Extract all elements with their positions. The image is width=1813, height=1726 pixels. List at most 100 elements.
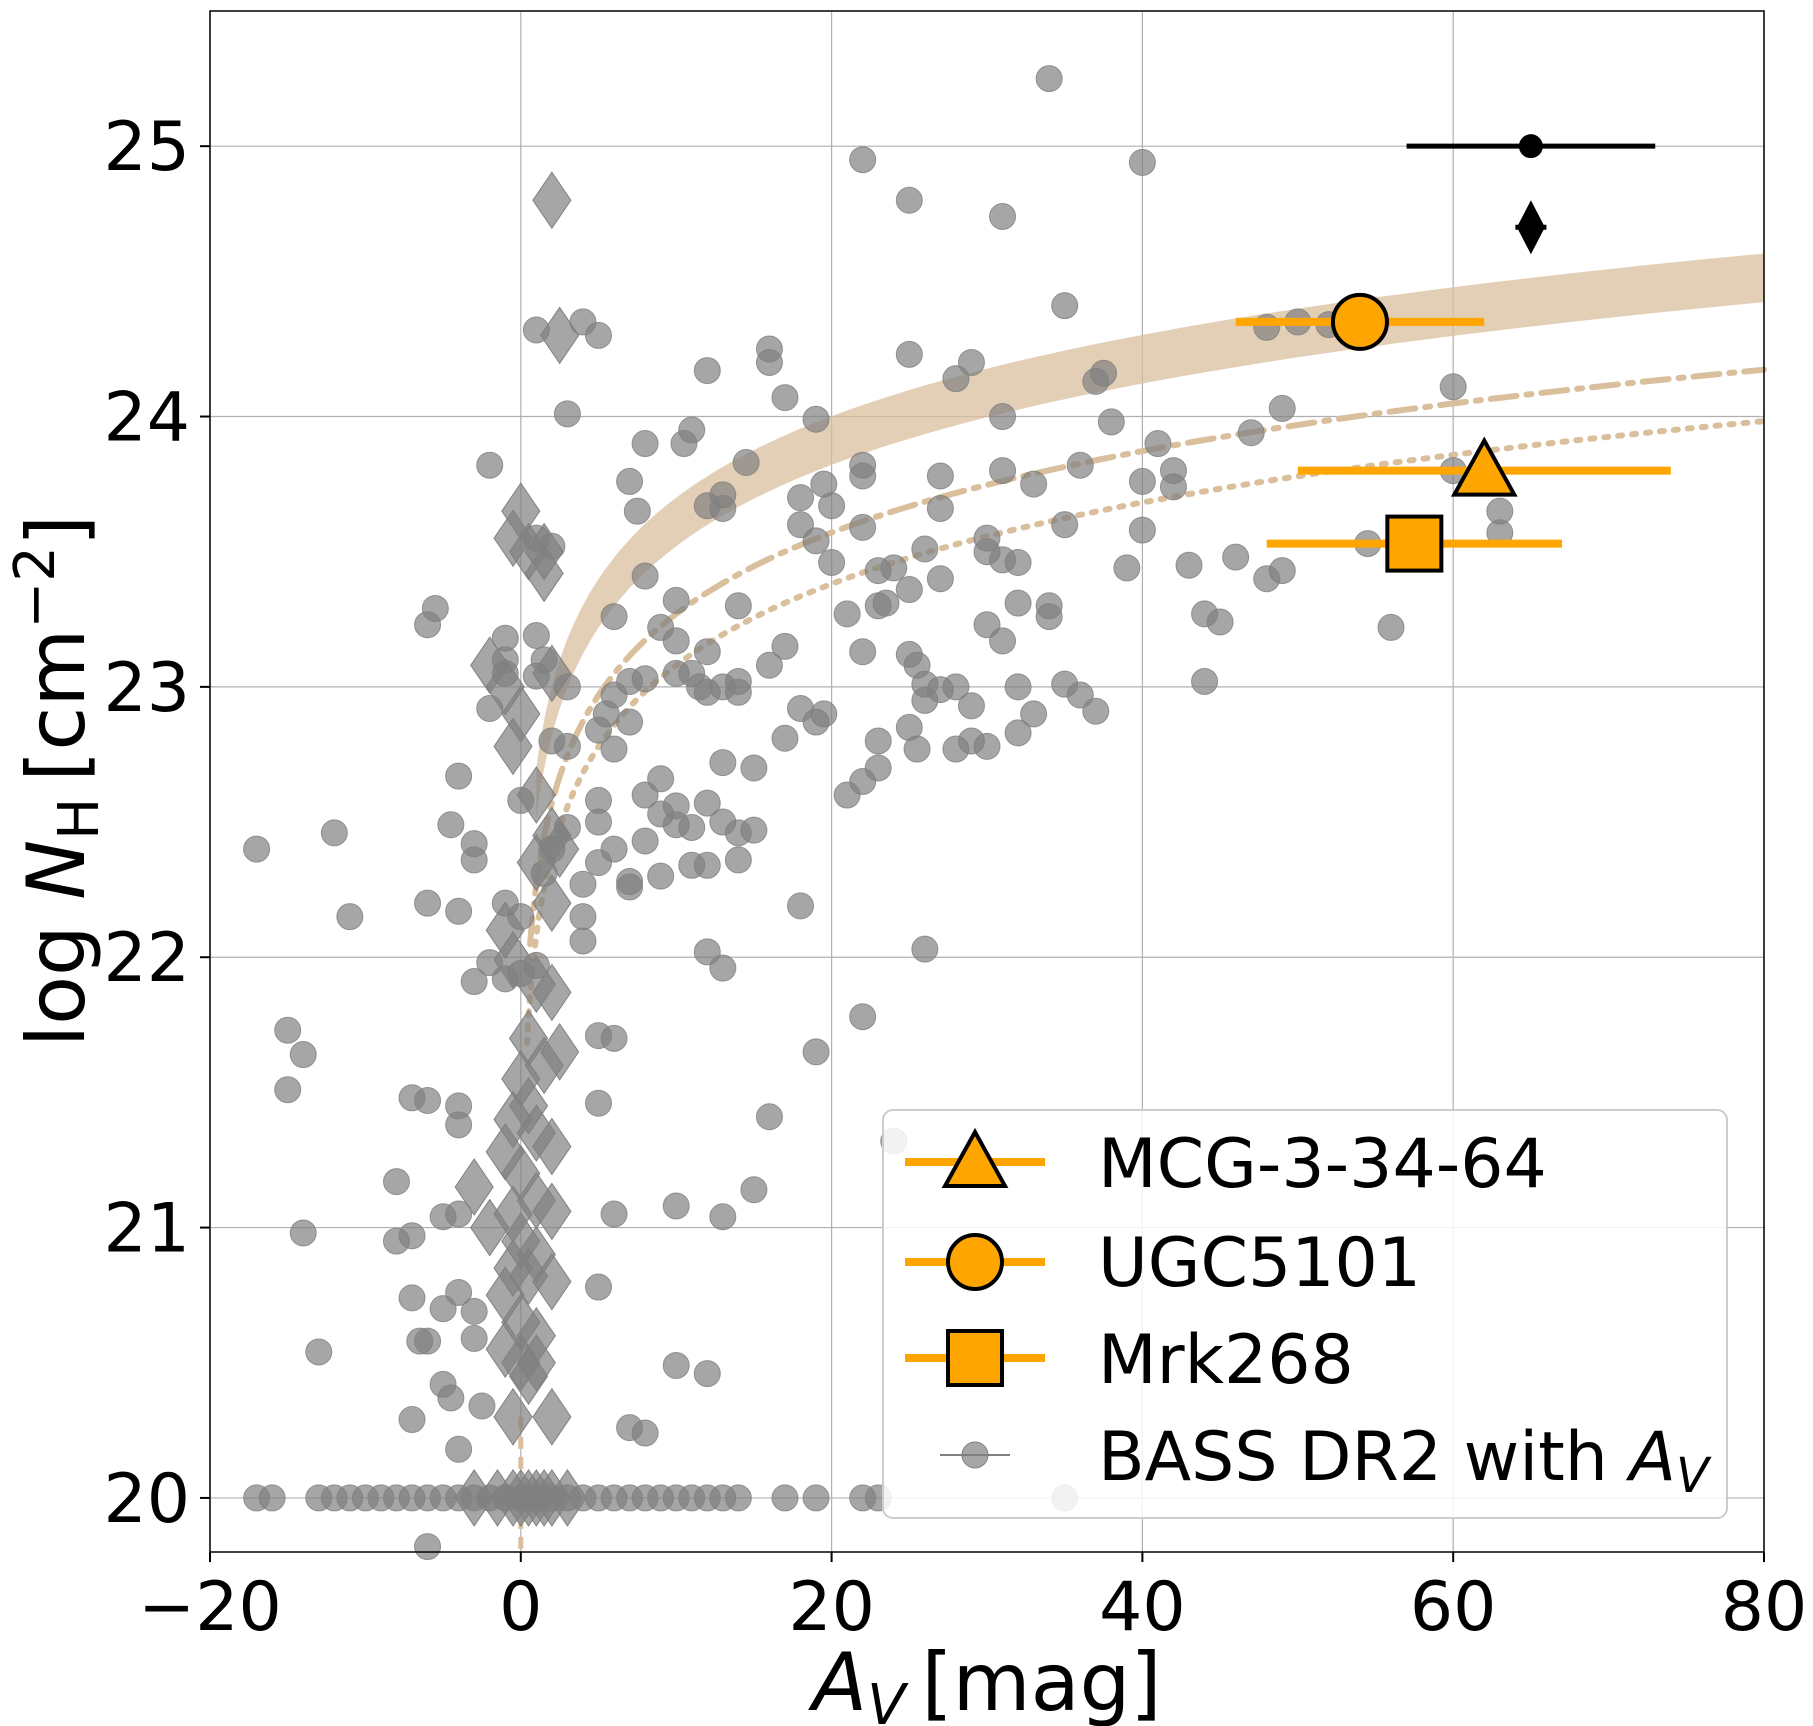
y-label-close: ] [10,515,103,546]
bass-circle [522,622,550,650]
bass-circle [585,1089,612,1117]
bass-circle [1237,419,1265,447]
x-label-subscript: V [867,1673,909,1726]
legend-label-mcg: MCG-3-34-64 [1098,1125,1547,1204]
bass-circle [585,808,612,836]
bass-circle [771,724,799,752]
highlighted-sources [1235,292,1671,573]
bass-circle [989,457,1017,485]
bass-circle [810,700,838,728]
bass-circle [880,554,908,582]
bass-circle [460,968,488,996]
bass-circle [530,859,558,887]
bass-circle [647,862,675,890]
bass-circle [258,1484,286,1512]
bass-circle [926,462,954,490]
bass-circle [724,1484,752,1512]
bass-circle [616,467,644,495]
bass-circle [771,632,799,660]
bass-circle [569,903,597,931]
bass-circle [631,562,659,590]
bass-circle [989,627,1017,655]
bass-circle [1206,608,1234,636]
bass-circle [1268,557,1296,585]
legend-triangle-marker [941,1127,1009,1188]
bass-circle [445,1111,473,1139]
bass-circle [631,665,659,693]
bass-circle [957,348,985,376]
bass-circle [445,1435,473,1463]
bass-circle [771,1484,799,1512]
reference-diamond [1516,200,1545,255]
bass-circle [1090,359,1118,387]
bass-diamond [532,1182,572,1241]
bass-circle [709,954,737,982]
legend-bass-subscript: V [1676,1448,1712,1504]
bass-circle [973,524,1001,552]
bass-circle [336,903,364,931]
y-ticks: 20 21 22 23 24 25 [103,108,210,1539]
bass-circle [398,1406,426,1434]
bass-circle [1128,148,1156,176]
bass-circle [864,754,892,782]
x-tick-label: 0 [499,1568,542,1647]
bass-diamond [532,1387,572,1446]
y-tick-label: 24 [103,379,190,458]
bass-circle [662,1192,690,1220]
legend-bass-prefix: BASS DR2 with [1098,1418,1629,1497]
bass-circle [1004,589,1032,617]
x-tick-label: 20 [788,1568,875,1647]
bass-circle [833,600,861,628]
bass-circle [709,749,737,777]
bass-circle [398,1222,426,1250]
bass-circle [274,1016,302,1044]
y-label-unit: [cm [10,629,103,782]
legend-label-bass: BASS DR2 with AV [1098,1418,1712,1504]
x-tick-label: 60 [1410,1568,1497,1647]
bass-diamond [516,1333,556,1392]
bass-circle [989,403,1017,431]
bass-circle [623,497,651,525]
bass-circle [631,430,659,458]
y-label-symbol: N [10,840,103,900]
bass-circle [476,695,504,723]
bass-circle [553,400,581,428]
plot-frame [209,10,1765,1553]
bass-circle [849,1003,877,1031]
legend-label-mrk: Mrk268 [1098,1321,1354,1400]
bass-circle [864,727,892,755]
bass-circle [942,673,970,701]
bass-circle [538,835,566,863]
bass-circle [585,1273,612,1301]
bass-circle [616,868,644,896]
bass-circle [445,897,473,925]
source-triangle-marker [1450,436,1518,497]
relation-band [536,253,1764,817]
bass-circle [507,786,535,814]
legend: MCG-3-34-64 UGC5101 Mrk268 BASS DR2 with… [882,1109,1728,1519]
bass-diamond [532,874,572,933]
bass-circle [755,1103,783,1131]
bass-circle [802,527,830,555]
bass-circle [849,638,877,666]
x-tick-label: 40 [1099,1568,1186,1647]
bass-circle [771,384,799,412]
bass-circle [895,340,923,368]
bass-circle [686,673,714,701]
bass-circle [818,549,846,577]
bass-circle [600,735,628,763]
source-square-marker [1385,514,1444,573]
bass-circle [973,732,1001,760]
bass-circle [740,816,768,844]
bass-circle [1222,543,1250,571]
legend-circle-marker [946,1233,1004,1291]
bass-circle [662,811,690,839]
bass-circle [616,708,644,736]
bass-circle [507,903,535,931]
bass-circle [1175,551,1203,579]
bass-circle [787,892,815,920]
bass-circle [1439,373,1467,401]
y-tick-label: 20 [103,1460,190,1539]
legend-bass-marker [961,1441,989,1469]
bass-circle [678,416,706,444]
